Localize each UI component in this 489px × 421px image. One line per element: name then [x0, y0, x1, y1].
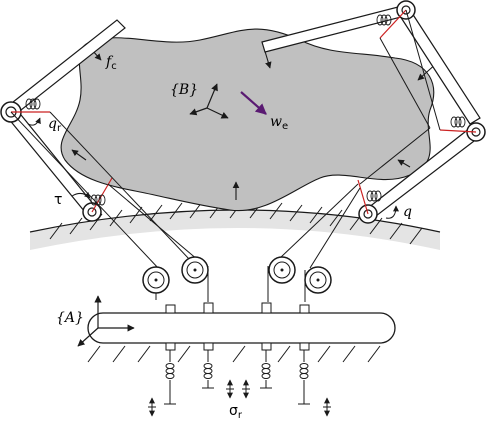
- grasped-object: [60, 28, 435, 212]
- label-fc: fc: [105, 54, 117, 72]
- pulley-1: [142, 266, 170, 294]
- palm-bar: [87, 312, 396, 344]
- frame-A-axes: [77, 295, 135, 347]
- right-finger: [261, 0, 486, 224]
- label-frame-B: {B}: [170, 82, 198, 98]
- right-spring-tip: [376, 14, 392, 26]
- pulley-3: [268, 256, 296, 284]
- left-spring-mid: [25, 98, 41, 110]
- label-sigma-r: σr: [229, 403, 243, 421]
- pulleys: [142, 256, 332, 294]
- right-spring-mid: [450, 116, 466, 128]
- left-spring-base: [90, 194, 106, 206]
- pulley-4: [304, 266, 332, 294]
- label-tau: τ: [54, 192, 62, 208]
- palm-hatching: [87, 345, 381, 363]
- label-q: q: [403, 204, 412, 220]
- label-qr: qr: [48, 116, 62, 134]
- pulley-2: [181, 256, 209, 284]
- tendon-cables: [10, 9, 441, 302]
- right-spring-base: [366, 190, 382, 202]
- label-we: we: [270, 114, 288, 132]
- displacement-arrows: [148, 379, 331, 417]
- frame-B-axes: [189, 83, 229, 119]
- label-frame-A: {A}: [56, 310, 84, 326]
- external-wrench-arrow: [240, 91, 267, 115]
- actuator-springs: [164, 350, 310, 405]
- palm-connectors: [165, 302, 310, 351]
